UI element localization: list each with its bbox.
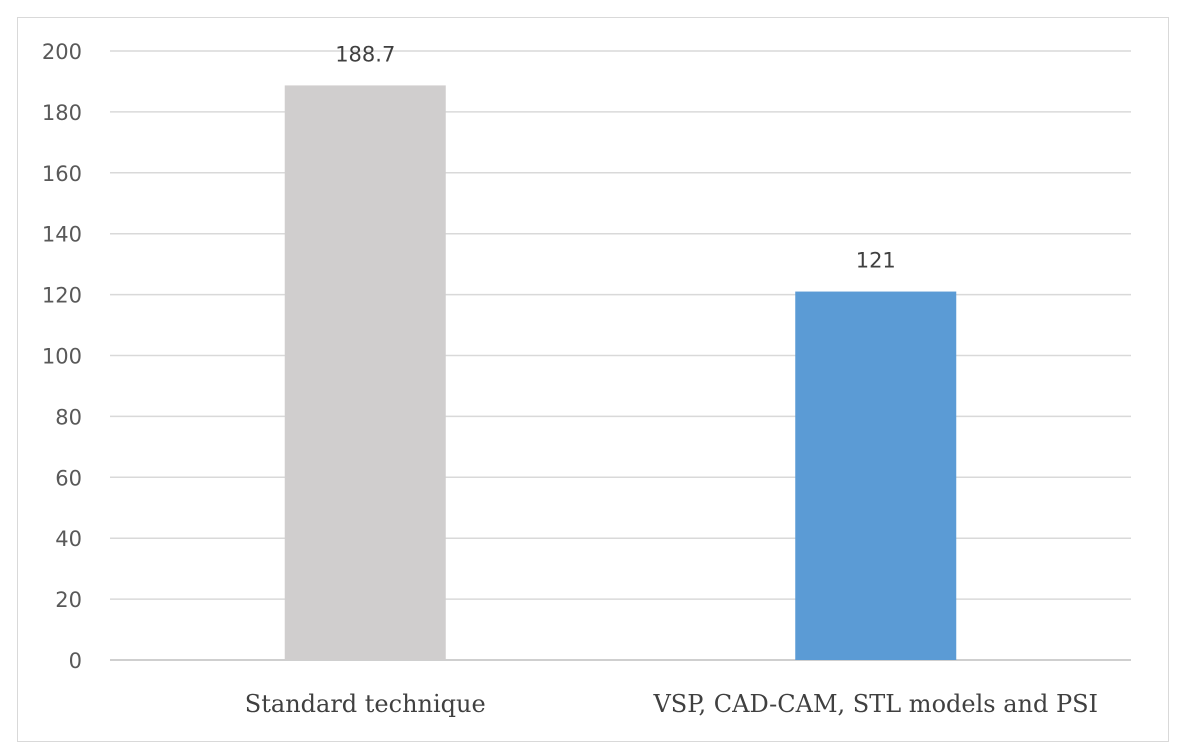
- y-tick-label: 80: [55, 405, 82, 429]
- y-tick-label: 100: [42, 345, 82, 369]
- category-label: Standard technique: [245, 690, 486, 718]
- y-axis-tick-labels: 0 20 40 60 80 100 120 140 160 180 200: [42, 40, 82, 673]
- y-tick-label: 140: [42, 223, 82, 247]
- y-tick-label: 160: [42, 162, 82, 186]
- data-label: 121: [856, 249, 896, 273]
- bar: [795, 291, 957, 660]
- bar: [284, 85, 446, 660]
- y-tick-label: 40: [55, 527, 82, 551]
- y-tick-label: 200: [42, 40, 82, 64]
- y-tick-label: 180: [42, 101, 82, 125]
- y-tick-label: 120: [42, 284, 82, 308]
- data-label: 188.7: [335, 42, 395, 66]
- y-tick-label: 20: [55, 588, 82, 612]
- category-label: VSP, CAD-CAM, STL models and PSI: [652, 690, 1098, 718]
- data-labels: 188.7 121: [335, 42, 896, 272]
- y-tick-label: 60: [55, 466, 82, 490]
- bars: [284, 85, 957, 660]
- x-axis-category-labels: Standard technique VSP, CAD-CAM, STL mode…: [245, 690, 1098, 718]
- gridlines: [110, 50, 1131, 661]
- y-tick-label: 0: [69, 649, 82, 673]
- chart-frame: [17, 17, 1169, 742]
